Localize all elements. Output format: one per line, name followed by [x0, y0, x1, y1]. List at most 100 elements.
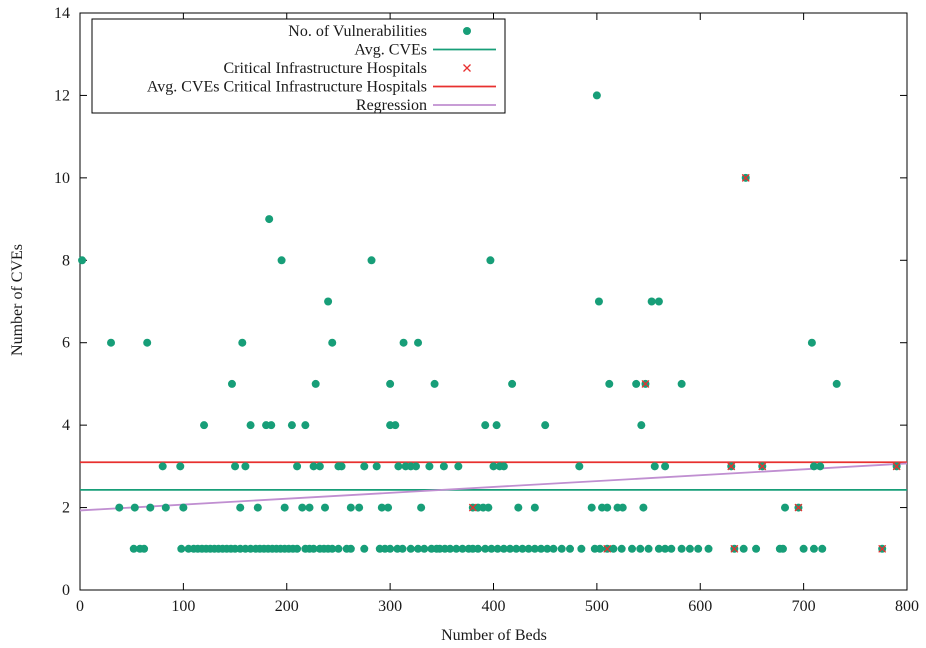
data-point	[238, 338, 247, 347]
x-tick-label: 400	[482, 598, 506, 615]
critical-marker	[603, 544, 612, 553]
data-point	[406, 544, 415, 553]
data-point	[609, 544, 618, 553]
data-point	[603, 503, 612, 512]
data-point	[499, 462, 508, 471]
y-tick-label: 10	[54, 170, 70, 187]
data-point	[267, 421, 276, 430]
data-point	[530, 544, 539, 553]
data-point	[739, 544, 748, 553]
data-point	[355, 503, 364, 512]
x-tick-label: 800	[895, 598, 919, 615]
data-point	[311, 379, 320, 388]
y-tick-label: 6	[62, 335, 70, 352]
data-point	[293, 544, 302, 553]
y-axis: 0 2 4 6 8 10 12 14	[54, 5, 907, 599]
data-point	[632, 379, 641, 388]
data-point	[227, 379, 236, 388]
data-point	[287, 421, 296, 430]
y-tick-label: 0	[62, 582, 70, 599]
legend-label: Regression	[356, 97, 427, 114]
data-point	[832, 379, 841, 388]
data-point	[654, 297, 663, 306]
data-point	[130, 503, 139, 512]
data-point	[637, 421, 646, 430]
data-point	[809, 544, 818, 553]
data-point	[414, 338, 423, 347]
data-point	[367, 256, 376, 265]
data-point	[236, 503, 245, 512]
data-point	[143, 338, 152, 347]
data-point	[618, 503, 627, 512]
data-point	[818, 544, 827, 553]
y-axis-label: Number of CVEs	[9, 244, 26, 356]
data-point	[425, 462, 434, 471]
data-point	[146, 503, 155, 512]
data-point	[129, 544, 138, 553]
data-point	[639, 503, 648, 512]
legend-label: Avg. CVEs	[354, 42, 427, 59]
data-point	[595, 544, 604, 553]
critical-marker	[878, 544, 887, 553]
legend-box	[91, 18, 506, 114]
data-point	[518, 544, 527, 553]
data-point	[514, 503, 523, 512]
data-point	[530, 503, 539, 512]
x-axis-label: Number of Beds	[441, 627, 547, 644]
legend-label: Critical Infrastructure Hospitals	[224, 60, 428, 77]
data-point	[537, 544, 546, 553]
data-point	[309, 462, 318, 471]
critical-marker	[641, 379, 650, 388]
data-point	[799, 544, 808, 553]
data-point	[549, 544, 558, 553]
data-point	[506, 544, 515, 553]
data-point	[694, 544, 703, 553]
critical-marker	[727, 462, 736, 471]
critical-marker	[758, 462, 767, 471]
x-tick-label: 600	[688, 598, 712, 615]
data-point	[298, 503, 307, 512]
data-point	[605, 379, 614, 388]
data-point	[592, 91, 601, 100]
data-point	[177, 544, 186, 553]
data-point	[337, 462, 346, 471]
legend-label: Avg. CVEs Critical Infrastructure Hospit…	[147, 79, 427, 96]
data-point	[778, 544, 787, 553]
data-point	[543, 544, 552, 553]
reference-lines	[79, 461, 908, 512]
x-tick-label: 100	[171, 598, 195, 615]
data-point	[486, 256, 495, 265]
data-point	[647, 297, 656, 306]
data-point	[677, 544, 686, 553]
data-point	[650, 462, 659, 471]
data-point	[386, 379, 395, 388]
data-point	[512, 544, 521, 553]
data-point	[309, 544, 318, 553]
data-point	[677, 379, 686, 388]
data-point	[781, 503, 790, 512]
data-point	[430, 379, 439, 388]
legend-point-symbol	[463, 27, 471, 35]
x-tick-label: 700	[792, 598, 816, 615]
data-point	[107, 338, 116, 347]
data-point	[200, 421, 209, 430]
critical-marker	[730, 544, 739, 553]
data-point	[246, 421, 255, 430]
data-point	[661, 462, 670, 471]
data-point	[320, 503, 329, 512]
x-tick-label: 500	[585, 598, 609, 615]
data-point	[484, 503, 493, 512]
data-point	[328, 544, 337, 553]
legend: No. of Vulnerabilities Avg. CVEsCritical …	[91, 18, 506, 114]
data-point	[493, 544, 502, 553]
data-point	[398, 544, 407, 553]
data-point	[140, 544, 149, 553]
data-point	[487, 544, 496, 553]
y-tick-label: 8	[62, 252, 70, 269]
data-point	[628, 544, 637, 553]
data-point	[176, 462, 185, 471]
data-point	[565, 544, 574, 553]
data-point	[241, 462, 250, 471]
data-point	[386, 544, 395, 553]
